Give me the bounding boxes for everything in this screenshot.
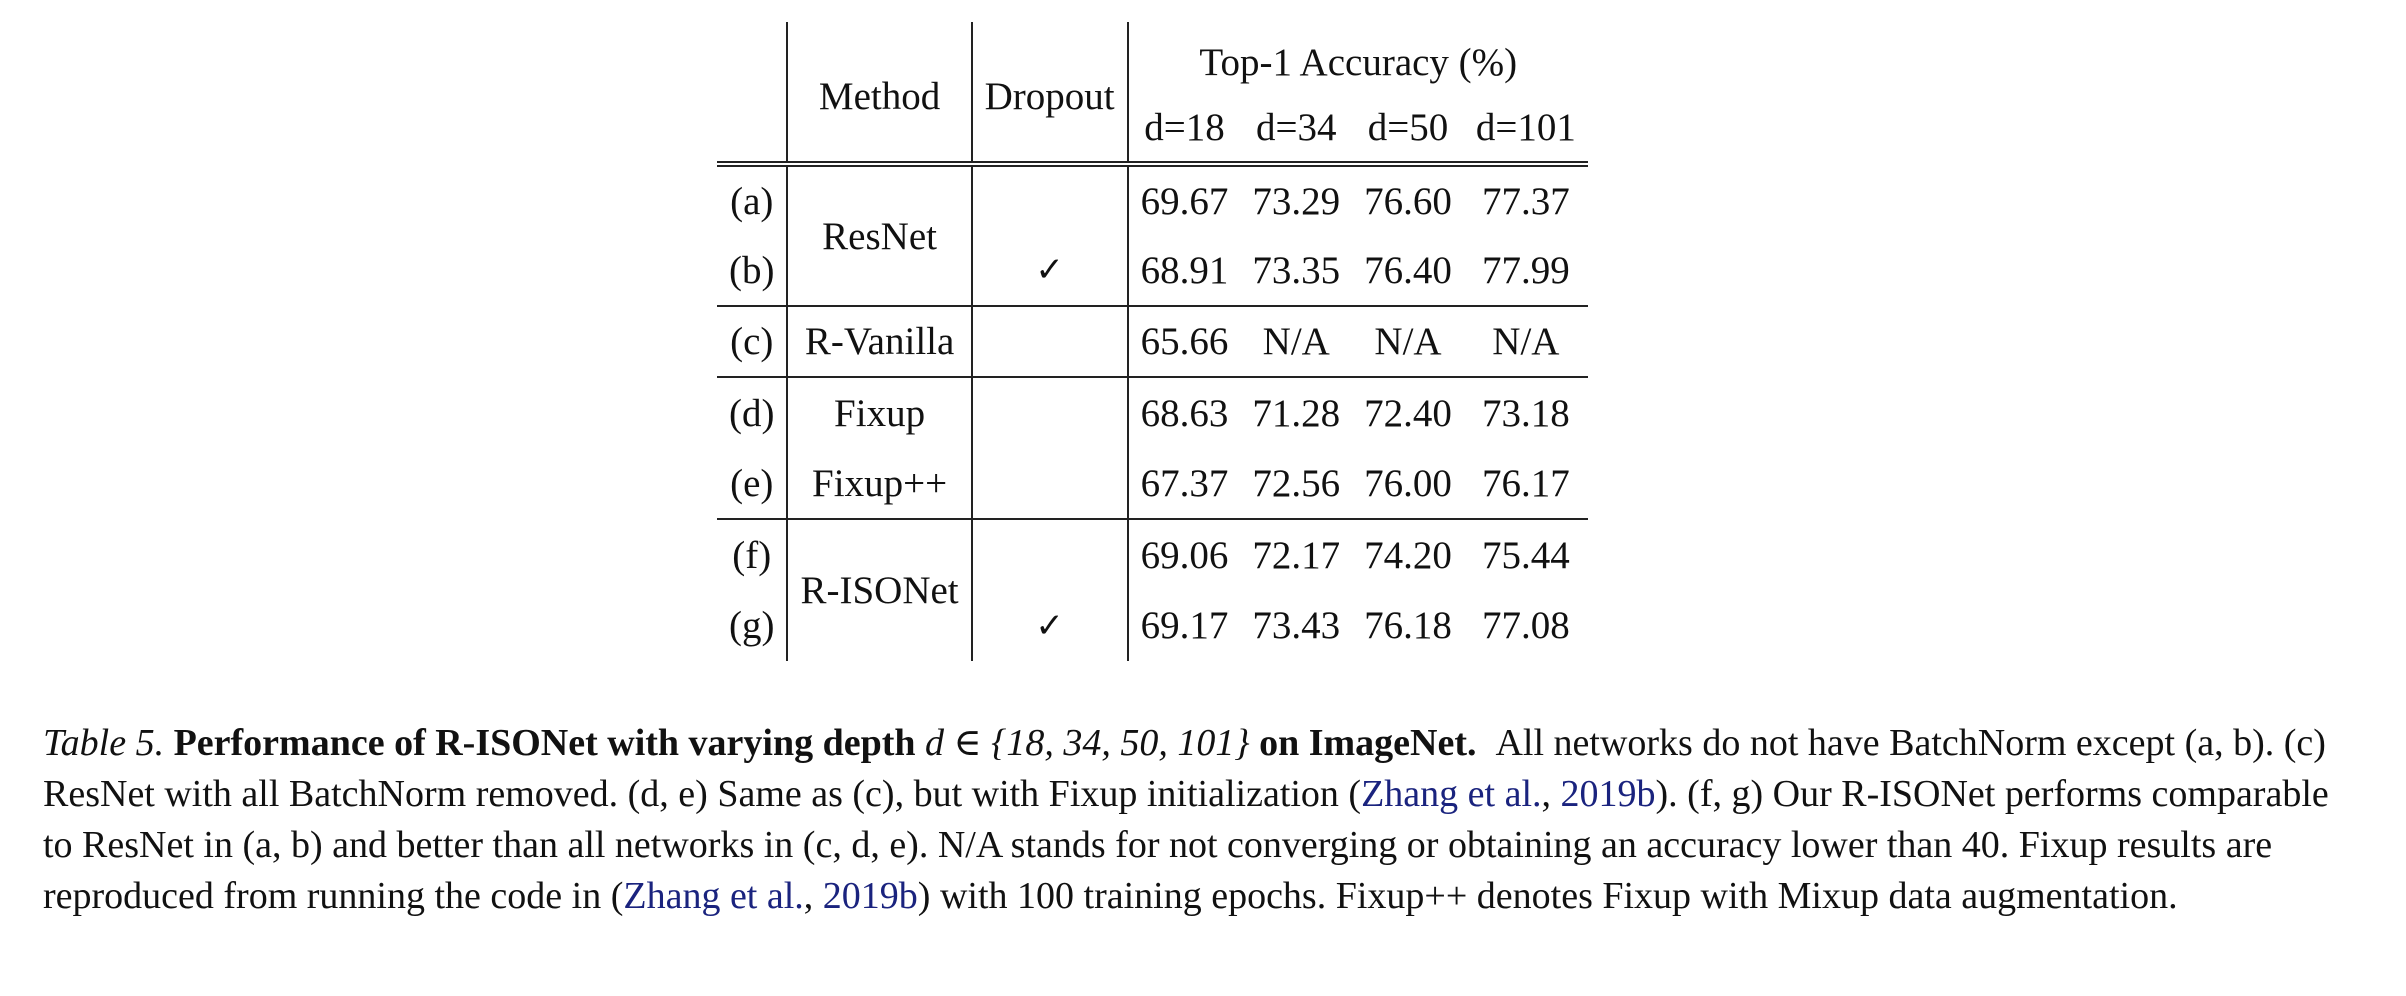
method-cell: Fixup <box>787 376 973 448</box>
dropout-cell <box>971 305 1129 377</box>
citation-year-link[interactable]: 2019b <box>822 875 918 917</box>
depth-header: d=18 <box>1144 105 1225 149</box>
method-cell: R-Vanilla <box>787 305 973 377</box>
value-cell: 73.29 <box>1240 161 1353 235</box>
row-label: (c) <box>717 305 789 377</box>
row-label: (f) <box>717 518 789 590</box>
value-cell: 73.43 <box>1252 604 1341 647</box>
value-cell: 76.60 <box>1352 161 1464 235</box>
citation-link[interactable]: Zhang et al. <box>623 875 804 917</box>
value-cell: N/A <box>1352 305 1464 377</box>
caption-math: d ∈ {18, 34, 50, 101} <box>925 722 1250 764</box>
table-row: (f) R-ISONet 69.06 72.17 74.20 75.44 <box>717 518 1588 661</box>
value-cell: 72.17 <box>1240 518 1353 590</box>
table-row: (a) ResNet 69.67 73.29 76.60 77.37 <box>717 161 1588 306</box>
method-cell: Fixup++ <box>787 448 973 519</box>
dropout-cell <box>971 518 1129 590</box>
table-row: (e) Fixup++ 67.37 72.56 76.00 76.17 <box>717 448 1588 519</box>
citation-link[interactable]: Zhang et al. <box>1361 773 1542 815</box>
value-cell: 77.37 <box>1463 161 1588 235</box>
depth-header: d=34 <box>1256 105 1337 149</box>
value-cell: 73.18 <box>1463 376 1588 448</box>
value-cell: 76.00 <box>1364 461 1452 505</box>
accuracy-group-header: Top-1 Accuracy (%) <box>1199 41 1518 84</box>
results-table: Method Dropout Top-1 Accuracy (%) d=18 d… <box>717 22 1588 661</box>
table-number: Table 5. <box>43 722 165 764</box>
results-table-container: Method Dropout Top-1 Accuracy (%) d=18 d… <box>717 22 1588 661</box>
value-cell: 68.63 <box>1127 376 1241 448</box>
table-row: (b) ✓ 68.91 73.35 76.40 77.99 <box>717 235 1588 306</box>
citation-separator: , <box>803 875 823 917</box>
table-caption: Table 5. Performance of R-ISONet with va… <box>43 718 2363 922</box>
dropout-check: ✓ <box>971 590 1129 661</box>
value-cell: 76.40 <box>1364 248 1452 292</box>
value-cell: 73.35 <box>1252 248 1341 292</box>
row-label: (a) <box>717 161 789 235</box>
row-label-header <box>717 22 789 164</box>
value-cell: 69.67 <box>1127 161 1241 235</box>
value-cell: 67.37 <box>1140 461 1229 505</box>
value-cell: 69.17 <box>1140 604 1229 647</box>
caption-title-end: on ImageNet. <box>1259 722 1477 764</box>
dropout-header: Dropout <box>971 22 1129 164</box>
caption-title: Performance of R-ISONet with varying dep… <box>173 722 916 764</box>
row-label: (d) <box>717 376 789 448</box>
value-cell: 72.56 <box>1252 461 1341 505</box>
value-cell: N/A <box>1463 305 1588 377</box>
value-cell: 76.18 <box>1364 604 1452 647</box>
method-cell: R-ISONet <box>787 518 973 661</box>
row-label: (g) <box>717 590 789 661</box>
value-cell: 69.06 <box>1127 518 1241 590</box>
header-row-1: Method Dropout Top-1 Accuracy (%) <box>717 22 1588 164</box>
depth-header: d=50 <box>1367 105 1449 149</box>
value-cell: 68.91 <box>1140 248 1229 292</box>
table-row: (c) R-Vanilla 65.66 N/A N/A N/A <box>717 305 1588 377</box>
method-cell: ResNet <box>787 161 973 306</box>
value-cell: 71.28 <box>1240 376 1353 448</box>
citation-year-link[interactable]: 2019b <box>1560 773 1656 815</box>
value-cell: 76.17 <box>1482 461 1570 505</box>
table-row: (d) Fixup 68.63 71.28 72.40 73.18 <box>717 376 1588 448</box>
table-row: (g) ✓ 69.17 73.43 76.18 77.08 <box>717 590 1588 661</box>
citation-separator: , <box>1541 773 1561 815</box>
row-label: (e) <box>717 448 789 519</box>
value-cell: N/A <box>1240 305 1353 377</box>
value-cell: 77.99 <box>1482 248 1570 292</box>
caption-text: ). (f, g) Our R-ISONet performs comparab… <box>43 773 2329 917</box>
value-cell: 75.44 <box>1463 518 1588 590</box>
caption-text: ) with 100 training epochs. Fixup++ deno… <box>917 875 2178 917</box>
caption-text: All networks do not have BatchNorm excep… <box>43 722 2326 815</box>
method-header: Method <box>787 22 973 164</box>
value-cell: 74.20 <box>1352 518 1464 590</box>
dropout-cell <box>971 448 1129 519</box>
dropout-cell <box>971 161 1129 235</box>
value-cell: 77.08 <box>1482 604 1570 647</box>
header-row-2: d=18 d=34 d=50 d=101 <box>717 93 1588 164</box>
value-cell: 65.66 <box>1127 305 1241 377</box>
value-cell: 72.40 <box>1352 376 1464 448</box>
dropout-cell <box>971 376 1129 448</box>
depth-header: d=101 <box>1475 105 1576 149</box>
row-label: (b) <box>717 235 789 306</box>
dropout-check: ✓ <box>971 235 1129 306</box>
